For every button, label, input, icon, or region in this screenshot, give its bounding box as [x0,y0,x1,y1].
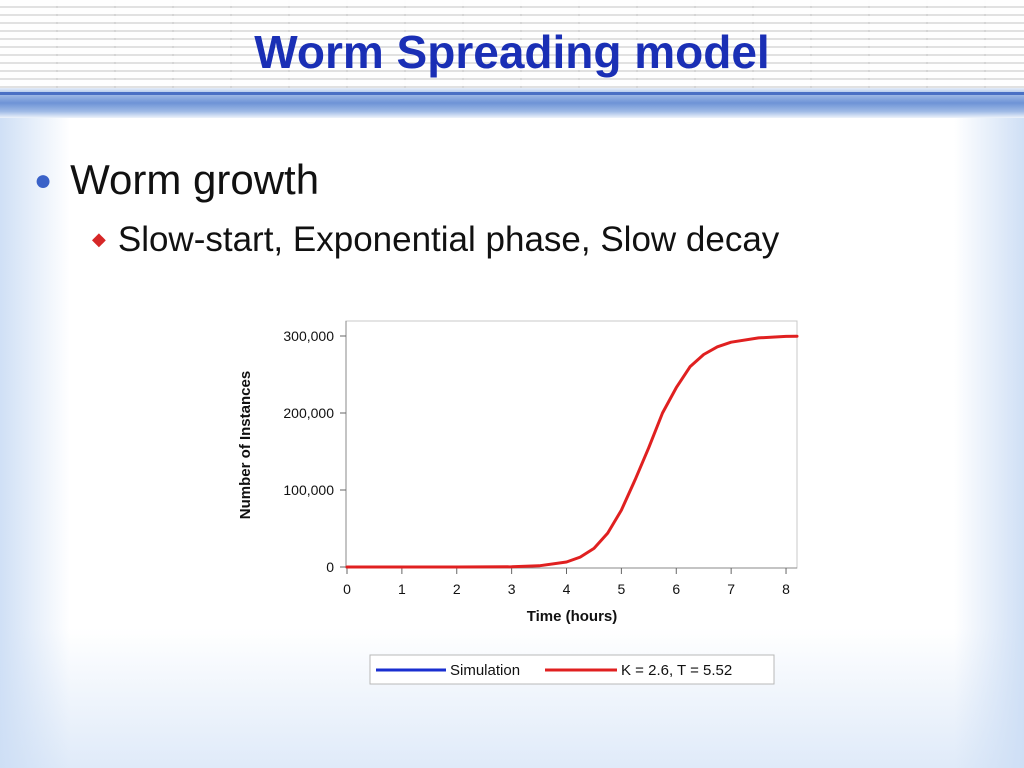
sub-bullet-text: Slow-start, Exponential phase, Slow deca… [117,220,780,259]
legend-label-0: Simulation [450,662,520,679]
plot-area [345,320,798,569]
bullet-level2: ◆ Slow-start, Exponential phase, Slow dec… [92,218,779,267]
series-lines [345,334,799,569]
y-tick-label: 0 [326,559,334,575]
x-tick-label: 1 [398,581,406,597]
series-line-1 [345,334,799,569]
bullet-dot-icon: ● [34,164,53,197]
x-tick-label: 3 [508,581,516,597]
y-tick-label: 300,000 [283,328,334,344]
bullet-text: Worm growth [70,156,320,203]
x-tick-label: 6 [672,581,680,597]
x-tick-label: 2 [453,581,461,597]
x-axis-ticks: 0 1 2 3 4 5 6 7 8 [343,568,790,597]
y-tick-label: 100,000 [283,482,334,498]
x-tick-label: 8 [782,581,790,597]
legend-label-1: K = 2.6, T = 5.52 [621,662,732,679]
y-axis-label: Number of Instances [237,371,254,519]
diamond-bullet-icon: ◆ [92,229,106,249]
y-axis-ticks: 0 100,000 200,000 300,000 [283,328,346,575]
legend: Simulation K = 2.6, T = 5.52 [369,654,775,685]
x-axis-label: Time (hours) [527,608,618,625]
header-band-line [0,92,1024,95]
x-tick-label: 4 [563,581,571,597]
x-tick-label: 0 [343,581,351,597]
x-tick-label: 7 [727,581,735,597]
slide-title: Worm Spreading model [254,26,770,78]
bullet-level1: ● Worm growth [34,154,319,211]
y-tick-label: 200,000 [283,405,334,421]
slide-header [0,0,1024,90]
x-tick-label: 5 [617,581,625,597]
